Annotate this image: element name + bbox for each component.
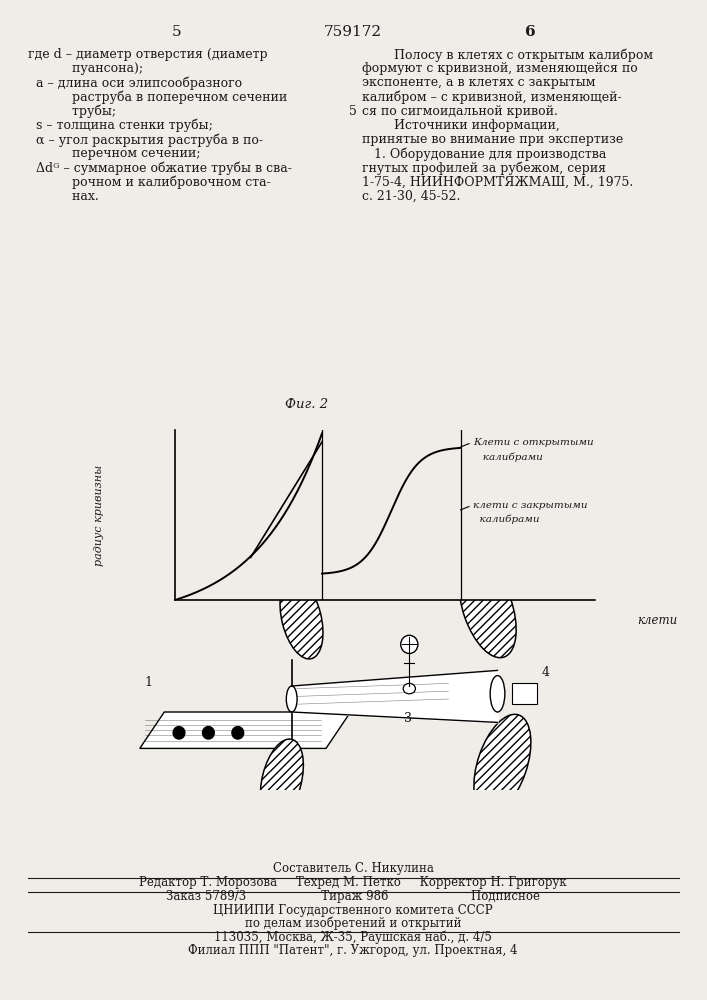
Text: Составитель С. Никулина: Составитель С. Никулина bbox=[273, 862, 433, 875]
Circle shape bbox=[173, 727, 185, 739]
Text: калибром – с кривизной, изменяющей-: калибром – с кривизной, изменяющей- bbox=[362, 91, 621, 104]
Text: a – длина оси элипсообразного: a – длина оси элипсообразного bbox=[28, 76, 242, 90]
Text: раструба в поперечном сечении: раструба в поперечном сечении bbox=[28, 91, 287, 104]
Polygon shape bbox=[140, 712, 351, 748]
Text: 759172: 759172 bbox=[324, 25, 382, 39]
Text: пуансона);: пуансона); bbox=[28, 62, 143, 75]
Ellipse shape bbox=[286, 686, 297, 712]
Text: 5: 5 bbox=[349, 105, 357, 118]
Text: принятые во внимание при экспертизе: принятые во внимание при экспертизе bbox=[362, 133, 624, 146]
Text: экспоненте, а в клетях с закрытым: экспоненте, а в клетях с закрытым bbox=[362, 76, 595, 89]
Text: по делам изобретений и открытий: по делам изобретений и открытий bbox=[245, 917, 461, 930]
Circle shape bbox=[232, 727, 244, 739]
Text: Заказ 5789/3                    Тираж 986                      Подписное: Заказ 5789/3 Тираж 986 Подписное bbox=[166, 890, 540, 903]
Text: калибрами: калибрами bbox=[473, 515, 539, 524]
Text: ЦНИИПИ Государственного комитета СССР: ЦНИИПИ Государственного комитета СССР bbox=[214, 904, 493, 917]
Text: трубы;: трубы; bbox=[28, 105, 116, 118]
Text: 2: 2 bbox=[267, 582, 275, 595]
Text: ся по сигмоидальной кривой.: ся по сигмоидальной кривой. bbox=[362, 105, 558, 118]
Text: клети: клети bbox=[637, 614, 677, 627]
Text: клети с закрытыми: клети с закрытыми bbox=[473, 501, 588, 510]
Text: гнутых профилей за рубежом, серия: гнутых профилей за рубежом, серия bbox=[362, 162, 606, 175]
FancyBboxPatch shape bbox=[512, 683, 537, 704]
Text: 1: 1 bbox=[145, 676, 153, 689]
Text: Δdᴳ – суммарное обжатие трубы в сва-: Δdᴳ – суммарное обжатие трубы в сва- bbox=[28, 162, 292, 175]
Text: рочном и калибровочном ста-: рочном и калибровочном ста- bbox=[28, 176, 271, 189]
Text: Клети с открытыми: Клети с открытыми bbox=[473, 438, 594, 447]
Ellipse shape bbox=[401, 635, 418, 654]
Ellipse shape bbox=[490, 676, 505, 712]
Text: 4: 4 bbox=[542, 666, 549, 679]
Text: калибрами: калибрами bbox=[473, 452, 543, 462]
Text: где d – диаметр отверстия (диаметр: где d – диаметр отверстия (диаметр bbox=[28, 48, 268, 61]
Text: 3: 3 bbox=[404, 712, 412, 725]
Text: 113035, Москва, Ж-35, Раушская наб., д. 4/5: 113035, Москва, Ж-35, Раушская наб., д. … bbox=[214, 930, 492, 944]
Text: 1-75-4, НИИНФОРМТЯЖМАШ, М., 1975.: 1-75-4, НИИНФОРМТЯЖМАШ, М., 1975. bbox=[362, 176, 633, 189]
Text: с. 21-30, 45-52.: с. 21-30, 45-52. bbox=[362, 190, 460, 203]
Text: перечном сечении;: перечном сечении; bbox=[28, 147, 201, 160]
Text: Филиал ППП "Патент", г. Ужгород, ул. Проектная, 4: Филиал ППП "Патент", г. Ужгород, ул. Про… bbox=[188, 944, 518, 957]
Text: α – угол раскрытия раструба в по-: α – угол раскрытия раструба в по- bbox=[28, 133, 263, 147]
Text: Редактор Т. Морозова     Техред М. Петко     Корректор Н. Григорук: Редактор Т. Морозова Техред М. Петко Кор… bbox=[139, 876, 567, 889]
Text: 1. Оборудование для производства: 1. Оборудование для производства bbox=[362, 147, 607, 161]
Text: нах.: нах. bbox=[28, 190, 99, 203]
Text: s – толщина стенки трубы;: s – толщина стенки трубы; bbox=[28, 119, 213, 132]
Text: Фиг. 1: Фиг. 1 bbox=[332, 463, 375, 476]
Circle shape bbox=[202, 727, 214, 739]
Ellipse shape bbox=[260, 739, 303, 820]
Text: формуют с кривизной, изменяющейся по: формуют с кривизной, изменяющейся по bbox=[362, 62, 638, 75]
Ellipse shape bbox=[280, 578, 323, 659]
Text: Источники информации,: Источники информации, bbox=[362, 119, 560, 132]
Text: радиус кривизны: радиус кривизны bbox=[95, 464, 105, 566]
Text: 5: 5 bbox=[173, 25, 182, 39]
Ellipse shape bbox=[474, 714, 531, 814]
Text: 6: 6 bbox=[525, 25, 535, 39]
Text: Фиг. 2: Фиг. 2 bbox=[286, 398, 329, 411]
Ellipse shape bbox=[403, 683, 416, 694]
Ellipse shape bbox=[460, 558, 516, 658]
Text: Полосу в клетях с открытым калибром: Полосу в клетях с открытым калибром bbox=[362, 48, 653, 62]
